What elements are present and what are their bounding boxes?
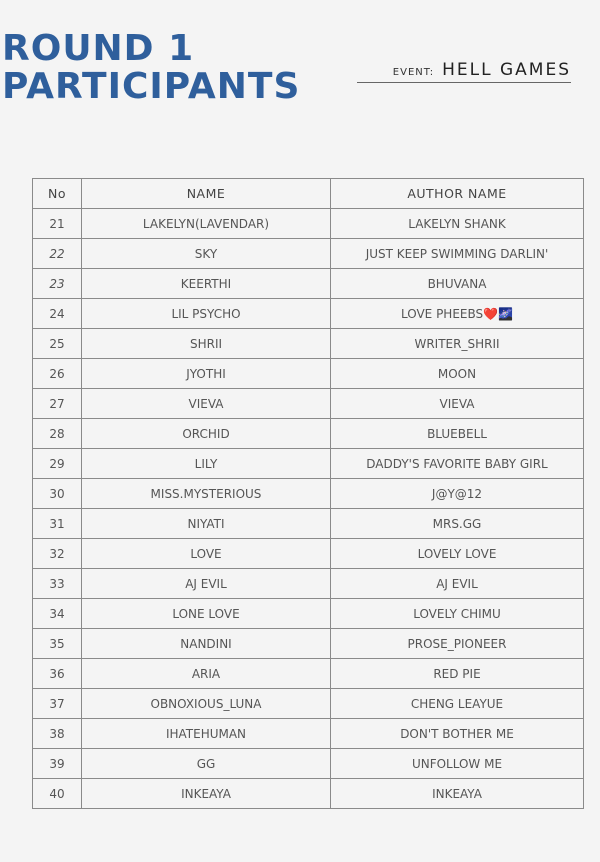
cell-no: 29 <box>32 448 82 479</box>
cell-no: 26 <box>32 358 82 389</box>
cell-author-name: BLUEBELL <box>330 418 584 449</box>
table-row: 30 MISS.MYSTERIOUS J@Y@12 <box>32 478 584 509</box>
cell-no: 22 <box>32 238 82 269</box>
cell-no: 24 <box>32 298 82 329</box>
event-field: EVENT: HELL GAMES <box>357 60 571 83</box>
cell-author-name: LOVE PHEEBS❤️🌌 <box>330 298 584 329</box>
table-row: 23 KEERTHI BHUVANA <box>32 268 584 299</box>
table-row: 40 INKEAYA INKEAYA <box>32 778 584 809</box>
cell-no: 32 <box>32 538 82 569</box>
table-row: 32 LOVE LOVELY LOVE <box>32 538 584 569</box>
cell-author-name: BHUVANA <box>330 268 584 299</box>
cell-author-name: DADDY'S FAVORITE BABY GIRL <box>330 448 584 479</box>
cell-author-name: DON'T BOTHER ME <box>330 718 584 749</box>
cell-no: 25 <box>32 328 82 359</box>
cell-name: LIL PSYCHO <box>81 298 331 329</box>
cell-name: OBNOXIOUS_LUNA <box>81 688 331 719</box>
cell-author-name: LOVELY CHIMU <box>330 598 584 629</box>
table-row: 31 NIYATI MRS.GG <box>32 508 584 539</box>
table-row: 29 LILY DADDY'S FAVORITE BABY GIRL <box>32 448 584 479</box>
cell-no: 38 <box>32 718 82 749</box>
cell-author-name: JUST KEEP SWIMMING DARLIN' <box>330 238 584 269</box>
cell-author-name: MRS.GG <box>330 508 584 539</box>
table-row: 34 LONE LOVE LOVELY CHIMU <box>32 598 584 629</box>
header-author-name: AUTHOR NAME <box>330 178 584 209</box>
cell-name: KEERTHI <box>81 268 331 299</box>
cell-name: LOVE <box>81 538 331 569</box>
cell-name: ARIA <box>81 658 331 689</box>
page-title: ROUND 1 PARTICIPANTS <box>2 30 300 106</box>
cell-name: ORCHID <box>81 418 331 449</box>
table-row: 37 OBNOXIOUS_LUNA CHENG LEAYUE <box>32 688 584 719</box>
cell-no: 23 <box>32 268 82 299</box>
cell-no: 39 <box>32 748 82 779</box>
table-row: 21 LAKELYN(LAVENDAR) LAKELYN SHANK <box>32 208 584 239</box>
table-row: 25 SHRII WRITER_SHRII <box>32 328 584 359</box>
cell-author-name: INKEAYA <box>330 778 584 809</box>
cell-author-name: UNFOLLOW ME <box>330 748 584 779</box>
event-label: EVENT: <box>392 67 435 78</box>
table-row: 28 ORCHID BLUEBELL <box>32 418 584 449</box>
cell-no: 28 <box>32 418 82 449</box>
cell-no: 35 <box>32 628 82 659</box>
cell-no: 33 <box>32 568 82 599</box>
table-row: 39 GG UNFOLLOW ME <box>32 748 584 779</box>
table-row: 38 IHATEHUMAN DON'T BOTHER ME <box>32 718 584 749</box>
cell-no: 40 <box>32 778 82 809</box>
table-row: 36 ARIA RED PIE <box>32 658 584 689</box>
table-row: 35 NANDINI PROSE_PIONEER <box>32 628 584 659</box>
cell-no: 37 <box>32 688 82 719</box>
cell-author-name: MOON <box>330 358 584 389</box>
cell-name: MISS.MYSTERIOUS <box>81 478 331 509</box>
cell-author-name: CHENG LEAYUE <box>330 688 584 719</box>
cell-name: NANDINI <box>81 628 331 659</box>
cell-name: LONE LOVE <box>81 598 331 629</box>
cell-name: INKEAYA <box>81 778 331 809</box>
cell-no: 27 <box>32 388 82 419</box>
table-header-row: No NAME AUTHOR NAME <box>32 178 584 209</box>
table-row: 22 SKY JUST KEEP SWIMMING DARLIN' <box>32 238 584 269</box>
header-name: NAME <box>81 178 331 209</box>
cell-author-name: WRITER_SHRII <box>330 328 584 359</box>
cell-name: NIYATI <box>81 508 331 539</box>
cell-no: 36 <box>32 658 82 689</box>
cell-no: 31 <box>32 508 82 539</box>
cell-no: 34 <box>32 598 82 629</box>
cell-name: SHRII <box>81 328 331 359</box>
cell-author-name: J@Y@12 <box>330 478 584 509</box>
cell-name: LAKELYN(LAVENDAR) <box>81 208 331 239</box>
cell-name: GG <box>81 748 331 779</box>
header-no: No <box>32 178 82 209</box>
cell-name: IHATEHUMAN <box>81 718 331 749</box>
cell-author-name: LAKELYN SHANK <box>330 208 584 239</box>
table-row: 33 AJ EVIL AJ EVIL <box>32 568 584 599</box>
cell-author-name: AJ EVIL <box>330 568 584 599</box>
cell-name: LILY <box>81 448 331 479</box>
cell-name: VIEVA <box>81 388 331 419</box>
table-row: 26 JYOTHI MOON <box>32 358 584 389</box>
table-row: 24 LIL PSYCHO LOVE PHEEBS❤️🌌 <box>32 298 584 329</box>
title-line-2: PARTICIPANTS <box>2 66 301 107</box>
cell-name: SKY <box>81 238 331 269</box>
cell-author-name: PROSE_PIONEER <box>330 628 584 659</box>
participants-table: No NAME AUTHOR NAME 21 LAKELYN(LAVENDAR) L… <box>32 178 584 809</box>
title-line-1: ROUND 1 <box>2 28 195 69</box>
cell-author-name: RED PIE <box>330 658 584 689</box>
cell-name: AJ EVIL <box>81 568 331 599</box>
cell-no: 21 <box>32 208 82 239</box>
cell-no: 30 <box>32 478 82 509</box>
cell-author-name: VIEVA <box>330 388 584 419</box>
table-row: 27 VIEVA VIEVA <box>32 388 584 419</box>
cell-name: JYOTHI <box>81 358 331 389</box>
cell-author-name: LOVELY LOVE <box>330 538 584 569</box>
event-value: HELL GAMES <box>442 60 571 80</box>
